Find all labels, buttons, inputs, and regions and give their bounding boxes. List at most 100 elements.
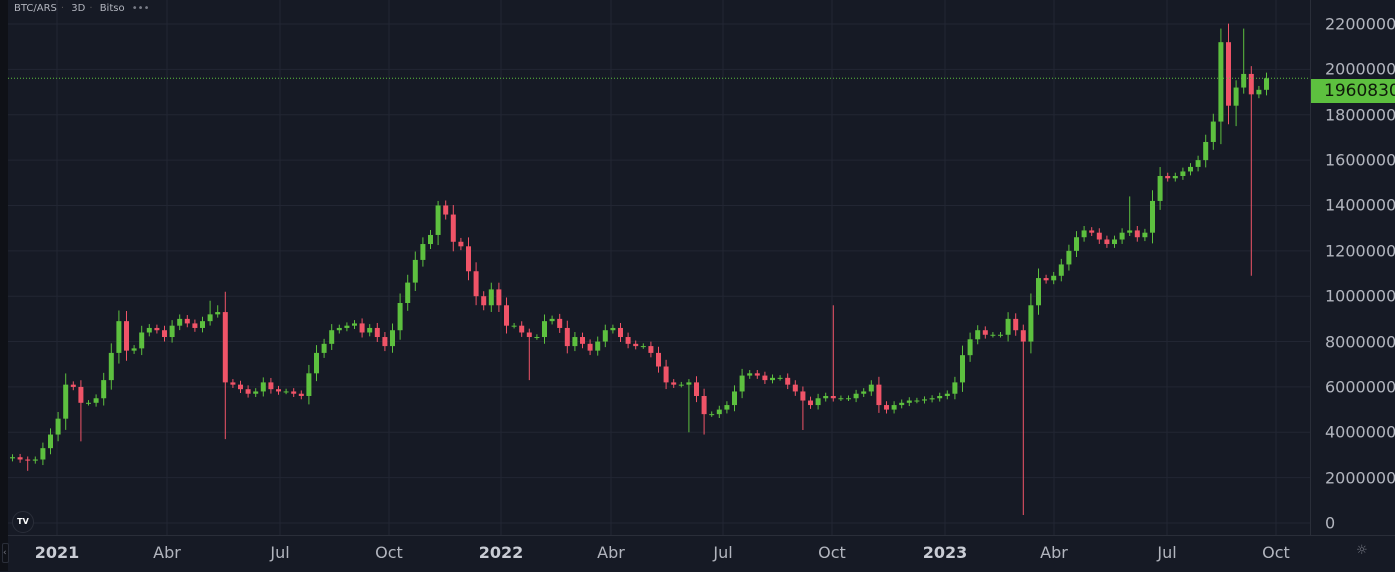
candle-up [914, 400, 920, 402]
candle-down [884, 405, 889, 410]
candle-up [314, 352, 319, 374]
candle-up [1264, 78, 1269, 90]
candle-down [830, 395, 836, 399]
candle-up [169, 325, 175, 338]
candle-down [762, 375, 768, 381]
candle-up [1058, 264, 1064, 276]
candle-up [283, 391, 289, 393]
candle-up [101, 380, 107, 399]
candle-down [496, 289, 502, 306]
symbol-legend: BTC/ARS · 3D · Bitso ••• [14, 3, 153, 14]
candle-up [709, 414, 715, 416]
chart-plot-area[interactable] [8, 0, 1310, 535]
candle-up [139, 332, 145, 349]
candle-up [678, 384, 684, 386]
candle-down [580, 337, 585, 344]
chevron-left-icon[interactable]: ‹ [2, 543, 9, 563]
candle-up [937, 395, 943, 399]
gear-icon[interactable]: ☼ [1356, 543, 1368, 558]
current-price-label: 19608300 [1311, 79, 1395, 104]
price-tick-label: 2000000 [1325, 468, 1395, 488]
candle-down [481, 296, 487, 306]
candle-up [48, 434, 53, 449]
price-tick-label: 22000000 [1325, 14, 1395, 34]
price-tick-label: 10000000 [1325, 286, 1395, 306]
candle-up [891, 405, 897, 410]
candle-up [747, 373, 753, 376]
price-tick-label: 18000000 [1325, 105, 1395, 125]
candle-up [1081, 230, 1087, 238]
candle-down [238, 384, 243, 390]
time-tick-label: Abr [153, 543, 181, 562]
candle-up [595, 341, 601, 351]
price-tick-label: 12000000 [1325, 241, 1395, 261]
candle-down [382, 337, 388, 347]
candle-up [1256, 89, 1262, 95]
candle-up [1142, 232, 1148, 238]
candle-up [960, 355, 965, 383]
time-tick-label: Jul [270, 543, 290, 562]
candle-up [542, 321, 547, 338]
candle-up [868, 384, 874, 392]
price-tick-label: 4000000 [1325, 422, 1395, 442]
candle-up [846, 398, 851, 400]
time-tick-label: 2023 [922, 543, 968, 562]
tradingview-logo[interactable]: TV [12, 511, 34, 533]
candle-up [952, 382, 958, 394]
candle-down [564, 327, 570, 347]
candle-up [428, 234, 433, 245]
candle-down [557, 318, 563, 328]
candle-down [504, 305, 509, 326]
candle-up [853, 393, 859, 399]
candle-up [861, 391, 867, 394]
candle-up [1157, 175, 1163, 201]
candle-down [192, 323, 198, 328]
price-axis[interactable]: 0 2000000 4000000 6000000 8000000 10000000 120… [1310, 0, 1395, 535]
candle-down [1134, 230, 1140, 238]
candle-down [450, 214, 456, 242]
candle-up [420, 244, 426, 260]
candle-up [390, 330, 395, 347]
candle-up [63, 384, 69, 419]
candle-down [800, 391, 806, 401]
time-axis[interactable]: 2021 Abr Jul Oct 2022 Abr Jul Oct 2023 Abr Jul Oct [8, 535, 1395, 572]
time-tick-label: Abr [597, 543, 625, 562]
interval-label[interactable]: 3D [71, 3, 86, 14]
candle-up [686, 382, 692, 385]
candle-up [1188, 166, 1193, 172]
candle-up [1233, 87, 1239, 106]
candle-up [975, 330, 981, 340]
time-tick-label: Abr [1040, 543, 1068, 562]
time-tick-label: Jul [1157, 543, 1177, 562]
price-tick-label: 6000000 [1325, 377, 1395, 397]
candle-up [906, 400, 912, 403]
candle-up [1172, 175, 1178, 179]
candle-down [1248, 73, 1254, 95]
candle-down [1089, 230, 1095, 233]
candle-up [253, 391, 259, 394]
candle-up [260, 382, 266, 392]
time-tick-label: Oct [375, 543, 403, 562]
candle-up [549, 318, 555, 322]
candle-up [823, 395, 829, 399]
candle-up [640, 346, 646, 348]
candle-down [230, 382, 236, 385]
candle-up [572, 337, 578, 347]
candle-up [1036, 278, 1041, 306]
ellipsis-icon[interactable]: ••• [131, 3, 150, 14]
candlestick-chart[interactable] [8, 0, 1310, 535]
candle-up [1074, 237, 1079, 251]
candle-up [1203, 141, 1209, 161]
candle-up [610, 327, 616, 331]
candle-down [374, 327, 380, 338]
candle-down [808, 400, 813, 406]
candle-up [899, 402, 905, 406]
candle-down [1013, 318, 1019, 331]
candle-up [32, 459, 38, 461]
candle-up [10, 457, 15, 459]
candle-up [336, 327, 342, 331]
price-tick-label: 0 [1325, 513, 1336, 533]
symbol-name[interactable]: BTC/ARS [14, 3, 57, 14]
candle-up [146, 327, 152, 333]
candle-down [1096, 232, 1102, 240]
